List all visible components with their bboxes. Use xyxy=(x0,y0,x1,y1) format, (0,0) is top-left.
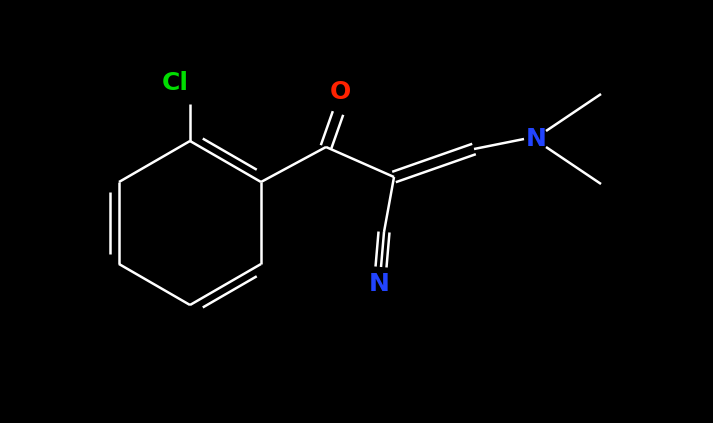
Text: Cl: Cl xyxy=(162,71,188,95)
Text: N: N xyxy=(525,127,546,151)
Text: N: N xyxy=(369,272,389,296)
Text: O: O xyxy=(329,80,351,104)
